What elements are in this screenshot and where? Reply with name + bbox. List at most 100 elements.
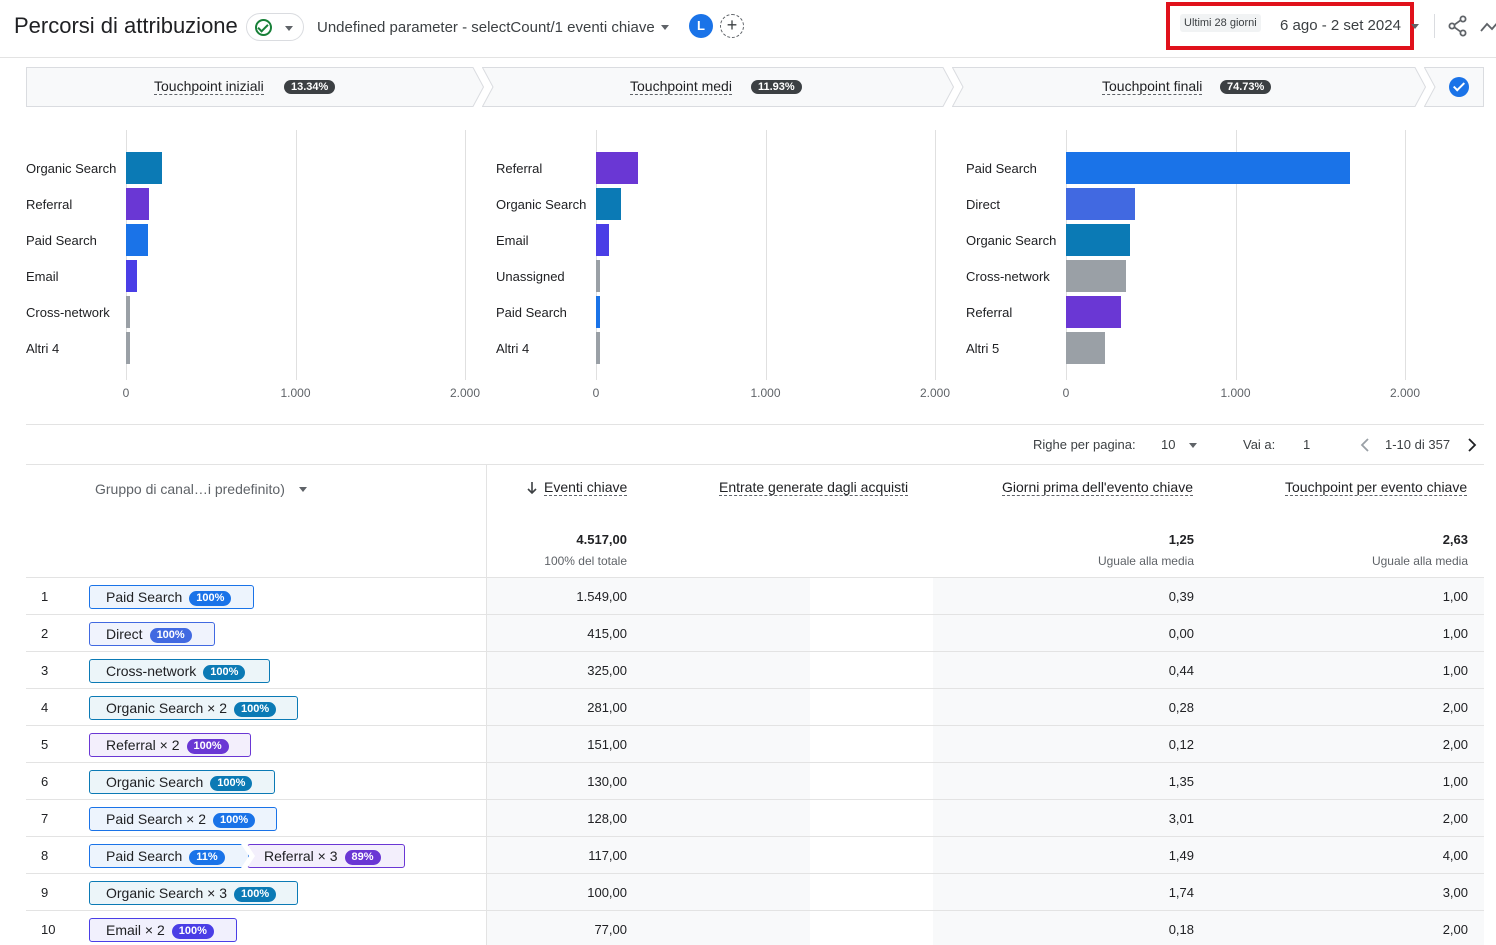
bar[interactable] — [126, 152, 163, 184]
row-number: 3 — [41, 663, 49, 678]
channel-chip-percentage: 100% — [171, 924, 214, 939]
step-touchpoint-iniziali[interactable]: Touchpoint iniziali 13.34% — [26, 67, 484, 107]
channel-chip-label: Paid Search × 2 — [106, 811, 207, 827]
channel-chip-percentage: 100% — [189, 591, 232, 606]
row-shade — [933, 837, 1484, 873]
bar[interactable] — [596, 296, 600, 328]
bar[interactable] — [596, 260, 600, 292]
column-header-entrate[interactable]: Entrate generate dagli acquisti — [719, 479, 909, 496]
table-row[interactable]: 10 Email × 2 100% 77,00 0,18 2,00 — [26, 910, 1484, 945]
insights-icon[interactable] — [1479, 15, 1496, 37]
check-circle-icon — [255, 19, 272, 36]
date-preset-chip[interactable]: Ultimi 28 giorni — [1180, 14, 1261, 32]
chart-touchpoint-iniziali: 0 1.000 2.000 Organic Search Referral Paid Se… — [26, 130, 486, 405]
channel-chip[interactable]: Email × 2 100% — [89, 918, 237, 942]
table-row[interactable]: 7 Paid Search × 2 100% 128,00 3,01 2,00 — [26, 799, 1484, 836]
bar[interactable] — [1066, 152, 1350, 184]
channel-chip[interactable]: Organic Search × 3 100% — [89, 881, 298, 905]
channel-chip[interactable]: Organic Search × 2 100% — [89, 696, 298, 720]
bar[interactable] — [596, 152, 639, 184]
channel-chip-label: Direct — [106, 626, 143, 642]
channel-chip-percentage: 100% — [210, 776, 253, 791]
chevron-down-icon[interactable] — [299, 487, 307, 492]
category-label: Direct — [966, 197, 1000, 212]
bar[interactable] — [126, 260, 138, 292]
column-header-touchpoint[interactable]: Touchpoint per evento chiave — [1285, 479, 1468, 496]
cell-eventi-chiave: 100,00 — [587, 885, 627, 900]
table-row[interactable]: 9 Organic Search × 3 100% 100,00 1,74 3,00 — [26, 873, 1484, 910]
bar[interactable] — [1066, 332, 1105, 364]
sort-down-icon[interactable] — [527, 481, 537, 495]
report-status-dropdown[interactable] — [246, 13, 304, 41]
channel-chip[interactable]: Cross-network 100% — [89, 659, 270, 683]
table-row[interactable]: 4 Organic Search × 2 100% 281,00 0,28 2,00 — [26, 688, 1484, 725]
table-row[interactable]: 5 Referral × 2 100% 151,00 0,12 2,00 — [26, 725, 1484, 762]
step-touchpoint-medi[interactable]: Touchpoint medi 11.93% — [482, 67, 954, 107]
chart-touchpoint-finali: 0 1.000 2.000 Paid Search Direct Organic Sear… — [966, 130, 1426, 405]
dimension-selector[interactable]: Gruppo di canal…i predefinito) — [95, 481, 285, 497]
share-icon[interactable] — [1447, 15, 1469, 37]
channel-chip[interactable]: Organic Search 100% — [89, 770, 275, 794]
cell-touchpoint: 2,00 — [1442, 811, 1468, 826]
bar[interactable] — [596, 188, 621, 220]
bar[interactable] — [596, 224, 609, 256]
table-row[interactable]: 6 Organic Search 100% 130,00 1,35 1,00 — [26, 762, 1484, 799]
step-shape — [482, 67, 954, 107]
category-label: Email — [26, 269, 59, 284]
bar[interactable] — [126, 332, 131, 364]
bar[interactable] — [126, 296, 131, 328]
comparison-avatar[interactable]: L — [689, 14, 713, 38]
row-shade — [933, 874, 1484, 910]
chevron-down-icon[interactable] — [1411, 24, 1419, 29]
chevron-down-icon[interactable] — [1189, 443, 1197, 448]
x-tick-label: 1.000 — [280, 386, 311, 400]
channel-chip[interactable]: Paid Search × 2 100% — [89, 807, 277, 831]
chevron-left-icon[interactable] — [1360, 438, 1370, 452]
bar[interactable] — [596, 332, 600, 364]
bar[interactable] — [1066, 224, 1131, 256]
bar[interactable] — [1066, 260, 1127, 292]
category-label: Email — [496, 233, 529, 248]
category-label: Organic Search — [26, 161, 117, 176]
row-number: 6 — [41, 774, 49, 789]
channel-chip[interactable]: Direct 100% — [89, 622, 215, 646]
add-comparison-button[interactable]: + — [720, 14, 744, 38]
row-shade — [487, 689, 810, 725]
step-shape — [26, 67, 484, 107]
bar[interactable] — [126, 188, 149, 220]
step-touchpoint-finali[interactable]: Touchpoint finali 74.73% — [952, 67, 1426, 107]
total-giorni: 1,25 — [1168, 532, 1194, 547]
table-row[interactable]: 8 Paid Search 11% Referral × 3 89% 117,00 1,49… — [26, 836, 1484, 873]
goto-page-input[interactable]: 1 — [1303, 437, 1311, 452]
row-number: 4 — [41, 700, 49, 715]
category-label: Paid Search — [496, 305, 567, 320]
channel-chip[interactable]: Paid Search 100% — [89, 585, 254, 609]
table-row[interactable]: 3 Cross-network 100% 325,00 0,44 1,00 — [26, 651, 1484, 688]
bar[interactable] — [1066, 188, 1136, 220]
row-number: 1 — [41, 589, 49, 604]
channel-chip[interactable]: Referral × 2 100% — [89, 733, 251, 757]
cell-giorni: 0,44 — [1168, 663, 1194, 678]
table-row[interactable]: 2 Direct 100% 415,00 0,00 1,00 — [26, 614, 1484, 651]
cell-touchpoint: 1,00 — [1442, 774, 1468, 789]
channel-chip[interactable]: Referral × 3 89% — [247, 844, 405, 868]
table-row[interactable]: 1 Paid Search 100% 1.549,00 0,39 1,00 — [26, 577, 1484, 614]
bar[interactable] — [126, 224, 149, 256]
chevron-down-icon[interactable] — [661, 25, 669, 30]
column-header-eventi-chiave[interactable]: Eventi chiave — [544, 479, 628, 496]
column-header-giorni[interactable]: Giorni prima dell'evento chiave — [1002, 479, 1193, 496]
gridline — [1405, 130, 1406, 380]
rows-per-page-select[interactable]: 10 — [1161, 437, 1176, 452]
key-event-selector[interactable]: Undefined parameter - selectCount/1 even… — [317, 19, 655, 36]
step-percentage-badge: 13.34% — [284, 80, 336, 94]
category-label: Unassigned — [496, 269, 565, 284]
chevron-right-icon[interactable] — [1467, 438, 1477, 452]
bar[interactable] — [1066, 296, 1122, 328]
date-range-picker[interactable]: 6 ago - 2 set 2024 — [1280, 17, 1401, 34]
row-shade — [933, 726, 1484, 762]
channel-chip[interactable]: Paid Search 11% — [89, 844, 249, 868]
channel-chip-label: Paid Search — [106, 848, 183, 864]
category-label: Altri 4 — [496, 341, 530, 356]
column-separator — [486, 465, 487, 945]
row-shade — [933, 689, 1484, 725]
